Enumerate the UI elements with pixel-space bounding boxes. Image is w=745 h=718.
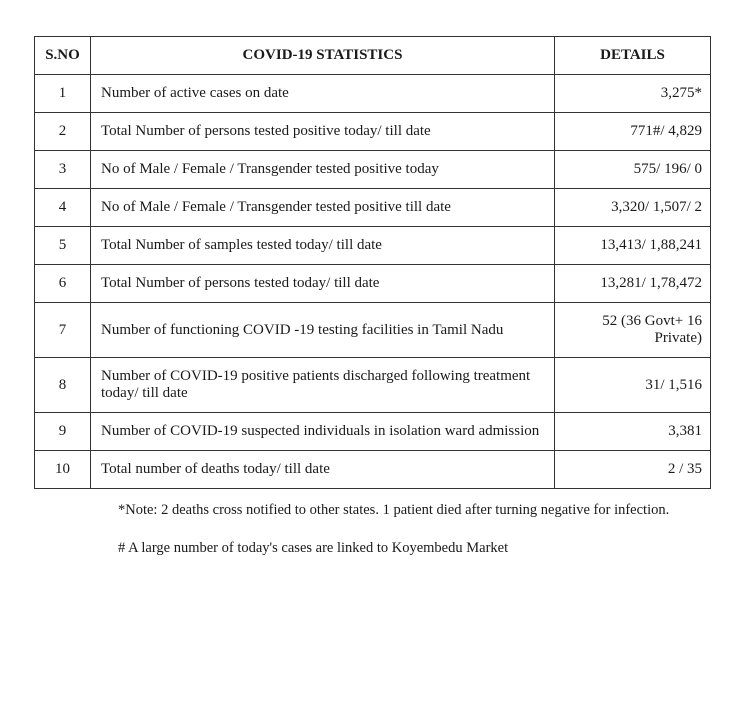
footnote-star: *Note: 2 deaths cross notified to other … [118, 501, 678, 521]
cell-stat: No of Male / Female / Transgender tested… [91, 151, 555, 189]
cell-stat: Total Number of samples tested today/ ti… [91, 227, 555, 265]
cell-stat: Total Number of persons tested positive … [91, 113, 555, 151]
cell-stat: Total Number of persons tested today/ ti… [91, 265, 555, 303]
table-header-row: S.NO COVID-19 STATISTICS DETAILS [35, 37, 711, 75]
cell-sno: 3 [35, 151, 91, 189]
cell-details: 52 (36 Govt+ 16 Private) [555, 303, 711, 358]
document-page: S.NO COVID-19 STATISTICS DETAILS 1 Numbe… [0, 0, 745, 718]
table-row: 4 No of Male / Female / Transgender test… [35, 189, 711, 227]
covid-stats-table: S.NO COVID-19 STATISTICS DETAILS 1 Numbe… [34, 36, 711, 489]
col-header-details: DETAILS [555, 37, 711, 75]
cell-sno: 9 [35, 413, 91, 451]
cell-sno: 7 [35, 303, 91, 358]
cell-stat: Number of active cases on date [91, 75, 555, 113]
col-header-stat: COVID-19 STATISTICS [91, 37, 555, 75]
cell-stat: Number of COVID-19 positive patients dis… [91, 358, 555, 413]
cell-details: 771#/ 4,829 [555, 113, 711, 151]
footnote-hash: # A large number of today's cases are li… [118, 539, 678, 559]
cell-details: 31/ 1,516 [555, 358, 711, 413]
table-row: 7 Number of functioning COVID -19 testin… [35, 303, 711, 358]
cell-details: 575/ 196/ 0 [555, 151, 711, 189]
cell-sno: 4 [35, 189, 91, 227]
col-header-sno: S.NO [35, 37, 91, 75]
cell-details: 3,320/ 1,507/ 2 [555, 189, 711, 227]
table-row: 2 Total Number of persons tested positiv… [35, 113, 711, 151]
table-row: 1 Number of active cases on date 3,275* [35, 75, 711, 113]
footnotes: *Note: 2 deaths cross notified to other … [118, 501, 678, 558]
cell-sno: 1 [35, 75, 91, 113]
cell-stat: Number of COVID-19 suspected individuals… [91, 413, 555, 451]
cell-stat: Number of functioning COVID -19 testing … [91, 303, 555, 358]
table-row: 3 No of Male / Female / Transgender test… [35, 151, 711, 189]
cell-details: 13,281/ 1,78,472 [555, 265, 711, 303]
cell-details: 2 / 35 [555, 451, 711, 489]
cell-stat: Total number of deaths today/ till date [91, 451, 555, 489]
cell-sno: 5 [35, 227, 91, 265]
table-row: 9 Number of COVID-19 suspected individua… [35, 413, 711, 451]
cell-sno: 10 [35, 451, 91, 489]
table-row: 5 Total Number of samples tested today/ … [35, 227, 711, 265]
cell-details: 13,413/ 1,88,241 [555, 227, 711, 265]
table-row: 6 Total Number of persons tested today/ … [35, 265, 711, 303]
cell-details: 3,381 [555, 413, 711, 451]
cell-sno: 6 [35, 265, 91, 303]
cell-sno: 2 [35, 113, 91, 151]
table-row: 8 Number of COVID-19 positive patients d… [35, 358, 711, 413]
cell-details: 3,275* [555, 75, 711, 113]
cell-sno: 8 [35, 358, 91, 413]
cell-stat: No of Male / Female / Transgender tested… [91, 189, 555, 227]
table-row: 10 Total number of deaths today/ till da… [35, 451, 711, 489]
